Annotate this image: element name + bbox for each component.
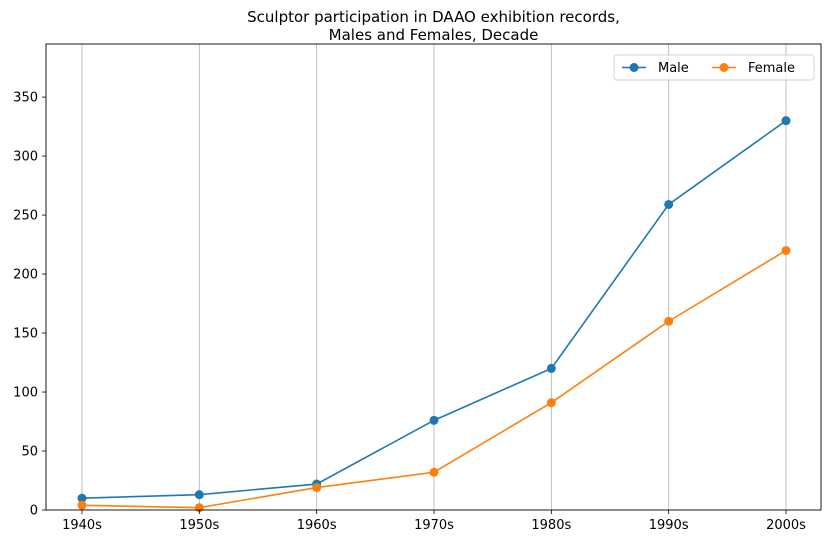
data-point-female — [312, 483, 322, 493]
y-tick-label: 200 — [13, 268, 38, 283]
y-tick-label: 100 — [13, 386, 38, 401]
x-tick-label: 1990s — [649, 518, 689, 533]
chart-title-line-1: Sculptor participation in DAAO exhibitio… — [247, 8, 620, 26]
data-point-female — [429, 467, 439, 477]
legend-marker-male — [629, 63, 639, 72]
x-tick-label: 1960s — [297, 518, 337, 533]
data-point-female — [664, 316, 674, 326]
data-point-female — [781, 245, 791, 255]
data-point-male — [194, 490, 204, 500]
legend-label-male: Male — [658, 61, 689, 76]
y-tick-label: 150 — [13, 327, 38, 342]
axes: 1940s 1950s 1960s 1970s 1980s 1990s 2000s 0 50 10… — [13, 43, 822, 533]
data-point-male — [781, 116, 791, 126]
y-tick-label: 50 — [21, 445, 38, 460]
x-tick-label: 1950s — [179, 518, 219, 533]
legend-marker-female — [719, 63, 729, 72]
data-point-male — [77, 493, 87, 503]
x-tick-label: 1980s — [531, 518, 571, 533]
legend-label-female: Female — [748, 61, 795, 76]
y-tick-label: 350 — [13, 91, 38, 106]
data-point-female — [77, 500, 87, 510]
grid-lines — [81, 44, 787, 510]
x-tick-label: 2000s — [766, 518, 806, 533]
data-point-female — [546, 398, 556, 408]
data-point-male — [664, 199, 674, 209]
series-lines — [77, 116, 791, 513]
x-tick-label: 1970s — [414, 518, 454, 533]
chart-title-line-2: Males and Females, Decade — [328, 26, 539, 44]
y-tick-label: 250 — [13, 209, 38, 224]
y-tick-label: 0 — [30, 504, 38, 519]
plot-frame — [45, 43, 822, 511]
x-tick-label: 1940s — [62, 518, 102, 533]
data-point-male — [429, 415, 439, 425]
y-tick-label: 300 — [13, 150, 38, 165]
legend: Male Female — [613, 54, 815, 81]
data-point-male — [546, 363, 556, 373]
